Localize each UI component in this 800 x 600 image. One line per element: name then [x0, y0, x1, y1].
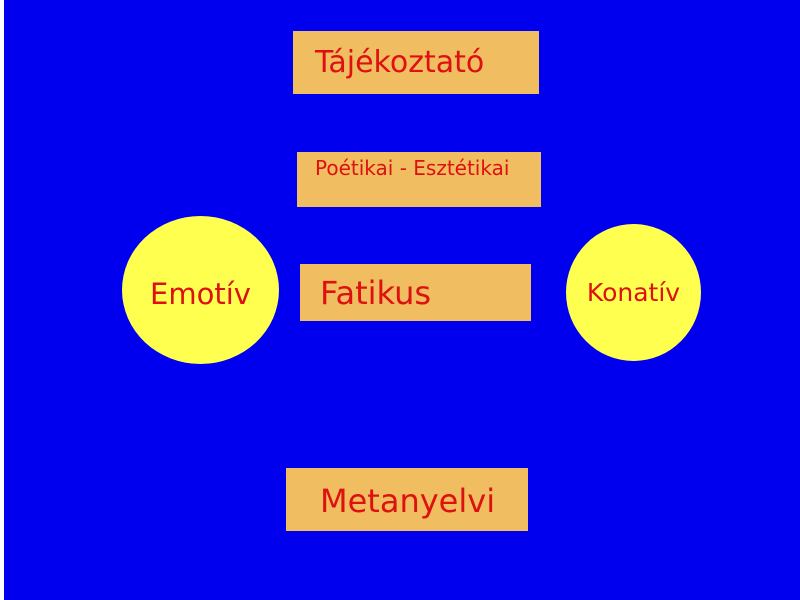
label-tajekoztato: Tájékoztató [315, 45, 485, 80]
box-fatikus: Fatikus [300, 264, 531, 321]
circle-konativ: Konatív [566, 224, 701, 361]
label-metanyelvi: Metanyelvi [320, 482, 496, 520]
circle-emotiv: Emotív [122, 216, 279, 364]
label-konativ: Konatív [586, 278, 681, 307]
label-fatikus: Fatikus [320, 274, 432, 312]
box-poetikai-esztetikai: Poétikai - Esztétikai [297, 152, 541, 207]
label-poetikai-esztetikai: Poétikai - Esztétikai [315, 156, 510, 180]
label-emotiv: Emotív [150, 277, 251, 311]
box-tajekoztato: Tájékoztató [293, 31, 539, 94]
slide-canvas: Tájékoztató Poétikai - Esztétikai Emotív… [4, 0, 800, 600]
box-metanyelvi: Metanyelvi [286, 468, 528, 531]
